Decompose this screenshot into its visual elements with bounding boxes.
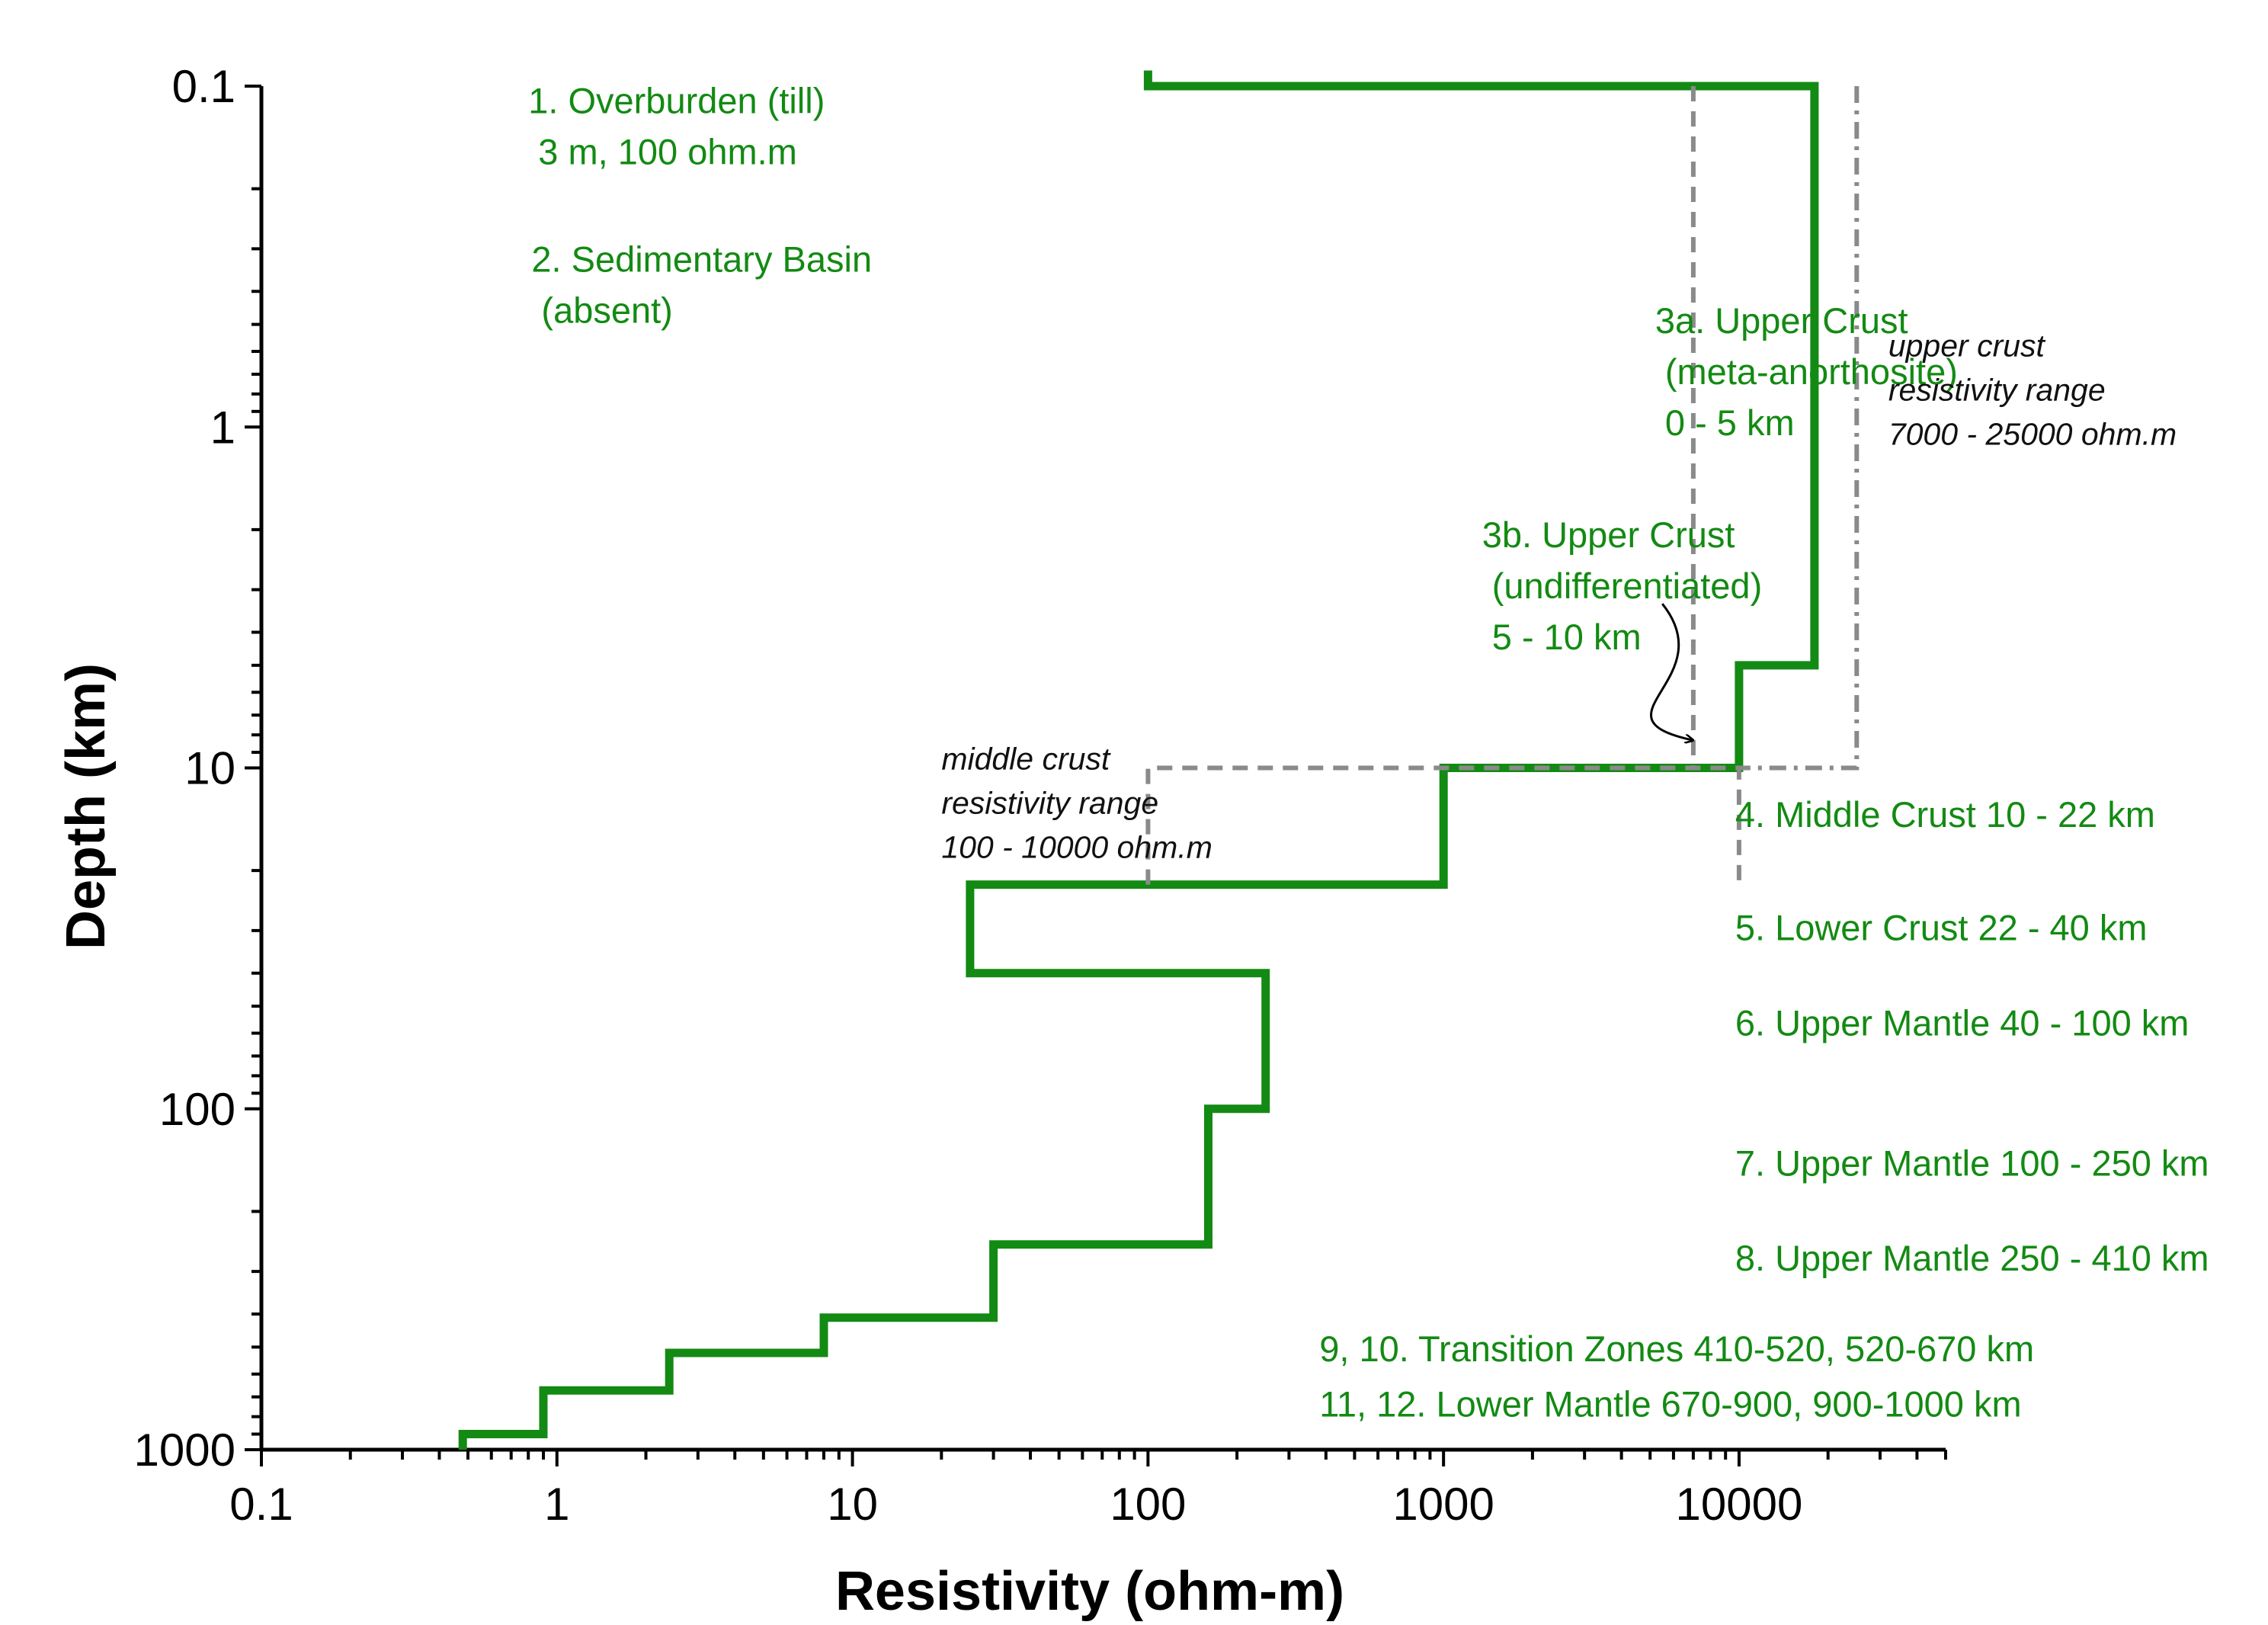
x-tick-label: 1000 (1392, 1479, 1494, 1530)
annotation-line: 0 - 5 km (1655, 402, 1795, 443)
annotation-line: resistivity range (941, 785, 1158, 820)
range-annotation: middle crust resistivity range 100 - 10000… (941, 741, 1212, 864)
layer-annotation: 7. Upper Mantle 100 - 250 km (1735, 1143, 2209, 1183)
annotation-line: 11, 12. Lower Mantle 670-900, 900-1000 k… (1319, 1384, 2021, 1425)
annotation-line: (absent) (531, 290, 672, 330)
resistivity-range-dash-dot-line (1738, 86, 1860, 771)
axes: 0.1 1 10 100 1000 10000 0.1 1 10 100 1000 (134, 61, 1947, 1530)
annotation-line: 6. Upper Mantle 40 - 100 km (1735, 1003, 2190, 1043)
x-axis-title: Resistivity (ohm-m) (835, 1561, 1344, 1622)
annotation-line: 3 m, 100 ohm.m (528, 131, 797, 171)
layer-annotation: 11, 12. Lower Mantle 670-900, 900-1000 k… (1319, 1384, 2021, 1425)
annotation-layer: 1. Overburden (till) 3 m, 100 ohm.m 2. Se… (528, 80, 2209, 1424)
x-tick-label: 10000 (1676, 1479, 1803, 1530)
annotation-line: 5 - 10 km (1482, 617, 1642, 657)
annotation-line: (undifferentiated) (1482, 566, 1763, 606)
annotation-line: 7. Upper Mantle 100 - 250 km (1735, 1143, 2209, 1183)
layer-annotation: 3b. Upper Crust (undifferentiated) 5 - 1… (1482, 514, 1763, 657)
annotation-line: 3a. Upper Crust (1655, 300, 1908, 341)
y-axis-title: Depth (km) (56, 663, 117, 950)
y-tick-label: 1000 (134, 1425, 235, 1476)
range-annotation: upper crust resistivity range 7000 - 25000… (1888, 328, 2177, 451)
layer-annotation: 2. Sedimentary Basin (absent) (531, 239, 872, 330)
x-tick-label: 10 (827, 1479, 878, 1530)
y-tick-label: 0.1 (172, 61, 235, 112)
annotation-line: 4. Middle Crust 10 - 22 km (1735, 794, 2155, 835)
layer-annotation: 4. Middle Crust 10 - 22 km (1735, 794, 2155, 835)
y-tick-label: 10 (184, 743, 235, 794)
x-tick-label: 1 (544, 1479, 569, 1530)
layer-annotation: 9, 10. Transition Zones 410-520, 520-670… (1319, 1329, 2034, 1369)
layer-annotation: 1. Overburden (till) 3 m, 100 ohm.m (528, 80, 825, 171)
series-layer (458, 70, 1860, 1450)
callout-arrow-layer (1650, 603, 1693, 740)
annotation-line: 5. Lower Crust 22 - 40 km (1735, 907, 2148, 947)
callout-arrow (1650, 603, 1693, 740)
model-resistivity-line (458, 70, 1819, 1450)
y-tick-label: 100 (159, 1084, 235, 1135)
annotation-line: resistivity range (1888, 372, 2106, 407)
y-tick-label: 1 (210, 402, 235, 453)
annotation-line: 7000 - 25000 ohm.m (1888, 416, 2177, 451)
x-tick-label: 0.1 (229, 1479, 293, 1530)
resistivity-range-dashed-line (1145, 765, 1741, 885)
annotation-line: middle crust (941, 741, 1111, 776)
annotation-line: 9, 10. Transition Zones 410-520, 520-670… (1319, 1329, 2034, 1369)
layer-annotation: 3a. Upper Crust (meta-anorthosite) 0 - 5… (1655, 300, 1958, 443)
layer-annotation: 6. Upper Mantle 40 - 100 km (1735, 1003, 2190, 1043)
layer-annotation: 5. Lower Crust 22 - 40 km (1735, 907, 2148, 947)
annotation-line: 8. Upper Mantle 250 - 410 km (1735, 1238, 2209, 1278)
layer-annotation: 8. Upper Mantle 250 - 410 km (1735, 1238, 2209, 1278)
annotation-line: 100 - 10000 ohm.m (941, 829, 1212, 864)
x-tick-label: 100 (1110, 1479, 1186, 1530)
annotation-line: 3b. Upper Crust (1482, 514, 1735, 555)
annotation-line: upper crust (1888, 328, 2046, 363)
annotation-line: 2. Sedimentary Basin (531, 239, 872, 279)
annotation-line: 1. Overburden (till) (528, 80, 825, 120)
annotation-line: (meta-anorthosite) (1655, 351, 1958, 392)
